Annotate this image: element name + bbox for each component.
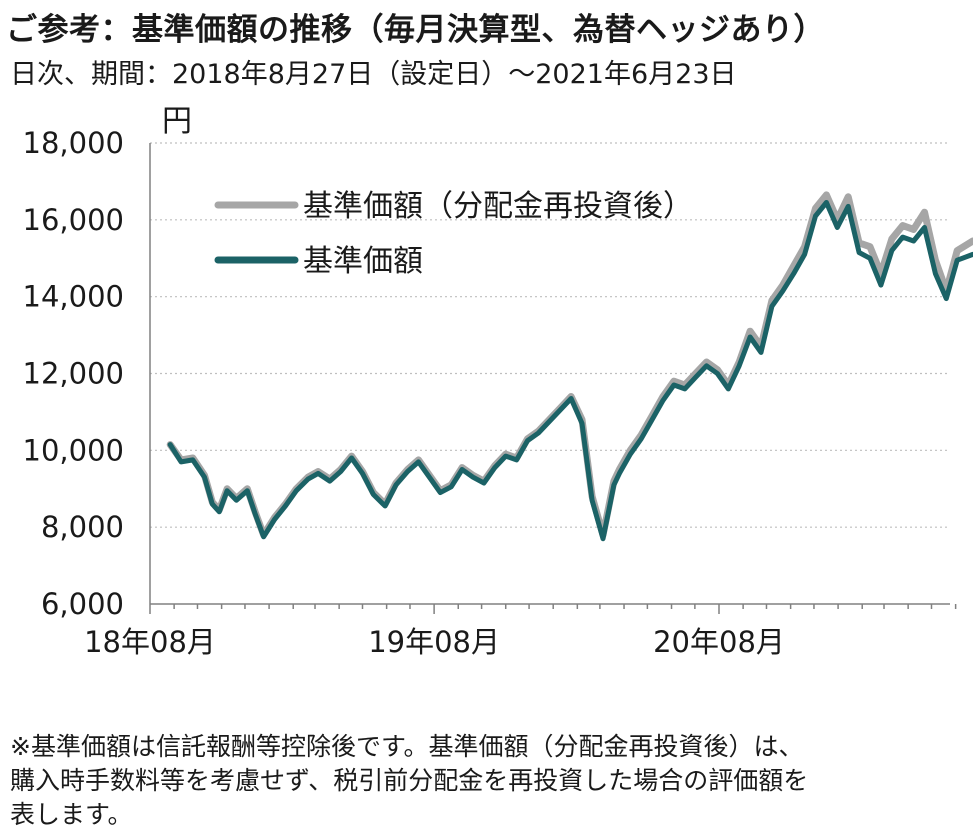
x-axis-ticks: 18年08月 19年08月 20年08月 (84, 625, 785, 659)
y-tick-label: 6,000 (41, 587, 124, 621)
y-tick-label: 16,000 (23, 203, 124, 237)
footnote-line: 表します。 (10, 800, 133, 829)
chart-series (166, 191, 973, 542)
x-tick-label: 19年08月 (368, 625, 500, 659)
y-axis-unit: 円 (162, 104, 192, 139)
y-tick-label: 18,000 (23, 126, 124, 160)
x-tick-label: 18年08月 (84, 625, 216, 659)
series-line-reinvested (166, 191, 973, 539)
y-tick-label: 12,000 (23, 357, 124, 391)
chart-legend: 基準価額（分配金再投資後） 基準価額 (214, 189, 693, 279)
x-tick-label: 20年08月 (653, 625, 785, 659)
chart-title: ご参考：基準価額の推移（毎月決算型、為替ヘッジあり） (6, 12, 825, 48)
series-line-nav (167, 200, 973, 542)
legend-label: 基準価額（分配金再投資後） (303, 189, 693, 224)
nav-chart: 6,000 8,000 10,000 12,000 14,000 16,000 18,000… (23, 126, 973, 659)
y-axis-ticks: 6,000 8,000 10,000 12,000 14,000 16,000 18,000 (23, 126, 124, 621)
legend-label: 基準価額 (303, 244, 423, 279)
y-tick-label: 14,000 (23, 280, 124, 314)
y-tick-label: 10,000 (23, 433, 124, 467)
chart-axes (149, 143, 957, 614)
footnote-line: ※基準価額は信託報酬等控除後です。基準価額（分配金再投資後）は、 (10, 732, 804, 761)
y-tick-label: 8,000 (41, 510, 124, 544)
footnote-line: 購入時手数料等を考慮せず、税引前分配金を再投資した場合の評価額を (10, 766, 809, 795)
chart-subtitle: 日次、期間：2018年8月27日（設定日）～2021年6月23日 (10, 59, 737, 90)
footnote: ※基準価額は信託報酬等控除後です。基準価額（分配金再投資後）は、 購入時手数料等… (10, 730, 965, 832)
